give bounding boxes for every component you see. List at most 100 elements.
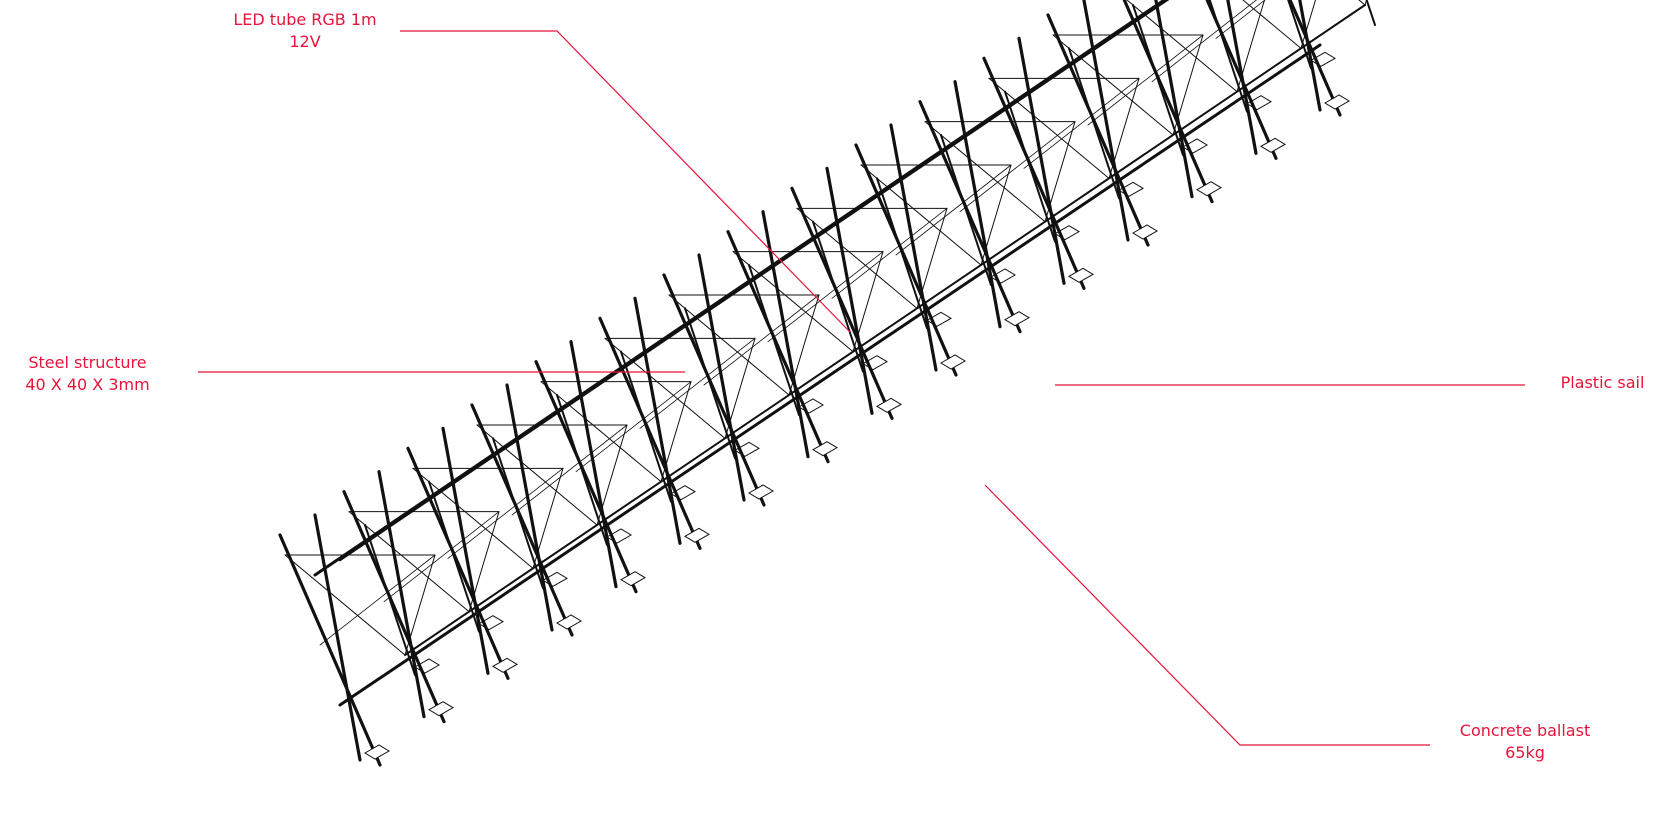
ballast-block <box>620 571 646 587</box>
sail-edge <box>604 337 726 439</box>
sail-edge <box>860 164 982 266</box>
ballast-block <box>684 527 710 543</box>
ballast-block <box>812 441 838 457</box>
sail-edge <box>284 554 406 656</box>
sail-edge <box>319 554 436 646</box>
sail-edge <box>348 511 470 613</box>
frame-leg-b <box>761 210 810 459</box>
annotation-steel-structure: Steel structure 40 X 40 X 3mm <box>0 352 175 396</box>
leader-lines <box>198 30 1525 746</box>
frame-leg-a <box>726 230 830 464</box>
frame-leg-a <box>1122 0 1214 204</box>
frame-leg-a <box>918 100 1022 334</box>
annotation-sail-line1: Plastic sail <box>1560 373 1645 392</box>
sail-edge <box>1126 0 1238 93</box>
frame-leg-a <box>854 143 958 377</box>
ballast-block <box>492 657 518 673</box>
frame-leg-b <box>1082 0 1130 242</box>
ballast-block <box>876 397 902 413</box>
sail-edge <box>447 467 564 559</box>
frame-leg-a <box>598 316 702 550</box>
annotation-ballast-line2: 65kg <box>1505 743 1545 762</box>
sail-edge <box>668 294 790 396</box>
sail-edge <box>575 381 692 473</box>
frame-leg-b <box>1226 0 1258 155</box>
annotation-plastic-sail: Plastic sail <box>1535 372 1670 394</box>
ballast-block <box>428 701 454 717</box>
sail-edge <box>1087 34 1204 126</box>
sail-edge <box>988 77 1110 179</box>
annotation-steel-line1: Steel structure <box>28 353 147 372</box>
frame-leg-b <box>889 123 938 372</box>
sail-edge <box>639 337 756 429</box>
ballast-block <box>1132 224 1158 240</box>
frame-leg-b <box>569 340 618 589</box>
rail-led <box>338 0 1170 562</box>
sail-edge <box>1242 0 1302 49</box>
frame-leg-b <box>441 426 490 675</box>
frame-leg-b <box>377 470 426 719</box>
sail-edge <box>1364 0 1368 6</box>
ballast-block <box>1004 311 1030 327</box>
ballast-block <box>1260 137 1286 153</box>
ballast-block <box>748 484 774 500</box>
frame-leg-a <box>790 186 894 420</box>
sail-edge <box>1151 0 1258 83</box>
frame-leg-a <box>1205 0 1278 160</box>
frame-leg-a <box>406 446 510 680</box>
rail-top <box>313 0 1167 577</box>
sail-edge <box>767 251 884 343</box>
steel-structure <box>278 0 1376 767</box>
frame-leg-b <box>953 80 1002 329</box>
annotation-ballast-line1: Concrete ballast <box>1459 721 1591 740</box>
ballast-block <box>1068 267 1094 283</box>
frame-leg-a <box>1288 0 1342 117</box>
frame-leg-a <box>982 56 1086 290</box>
ballast-block <box>364 744 390 760</box>
annotation-concrete-ballast: Concrete ballast 65kg <box>1440 720 1610 764</box>
sail-edge <box>412 467 534 569</box>
sail-edge <box>1215 0 1266 39</box>
frame-leg-a <box>342 490 446 724</box>
sail-edge <box>540 381 662 483</box>
sail-edge <box>1023 77 1140 169</box>
sail-edge <box>1052 34 1174 136</box>
sail-edge <box>511 424 628 516</box>
sail-edge <box>895 164 1012 256</box>
frame-leg-b <box>505 383 554 632</box>
annotation-led-line2: 12V <box>289 32 321 51</box>
frame-leg-b <box>697 253 746 502</box>
frame-leg-b <box>633 296 682 545</box>
frame-leg-b <box>1017 36 1066 285</box>
sail-edge <box>383 511 500 603</box>
sail-edge <box>831 207 948 299</box>
rail-bottom-back <box>404 4 1366 656</box>
annotation-steel-line2: 40 X 40 X 3mm <box>25 375 150 394</box>
frame-leg-b <box>1154 0 1194 199</box>
sail-edge <box>476 424 598 526</box>
sail-edge <box>703 294 820 386</box>
ballast-block <box>556 614 582 630</box>
annotation-led-line1: LED tube RGB 1m <box>233 10 377 29</box>
frame-leg-a <box>470 403 574 637</box>
frame-leg-b <box>825 166 874 415</box>
leader-led <box>400 30 851 333</box>
sail-edge <box>924 121 1046 223</box>
ballast-block <box>940 354 966 370</box>
sail-edge <box>732 251 854 353</box>
frame-leg-a <box>278 533 382 767</box>
frame-leg-a <box>534 360 638 594</box>
sail-edge <box>959 121 1076 213</box>
frame-leg-back <box>1365 0 1376 26</box>
frame-leg-b <box>1298 0 1322 112</box>
rail-bottom-front <box>338 43 1322 707</box>
annotation-led-tube: LED tube RGB 1m 12V <box>205 9 405 53</box>
leader-ballast <box>984 484 1430 746</box>
frame-leg-b <box>313 513 362 762</box>
sail-edge <box>796 207 918 309</box>
ballast-block <box>1196 181 1222 197</box>
ballast-block <box>1324 94 1350 110</box>
frame-leg-a <box>1046 13 1150 247</box>
frame-leg-a <box>662 273 766 507</box>
